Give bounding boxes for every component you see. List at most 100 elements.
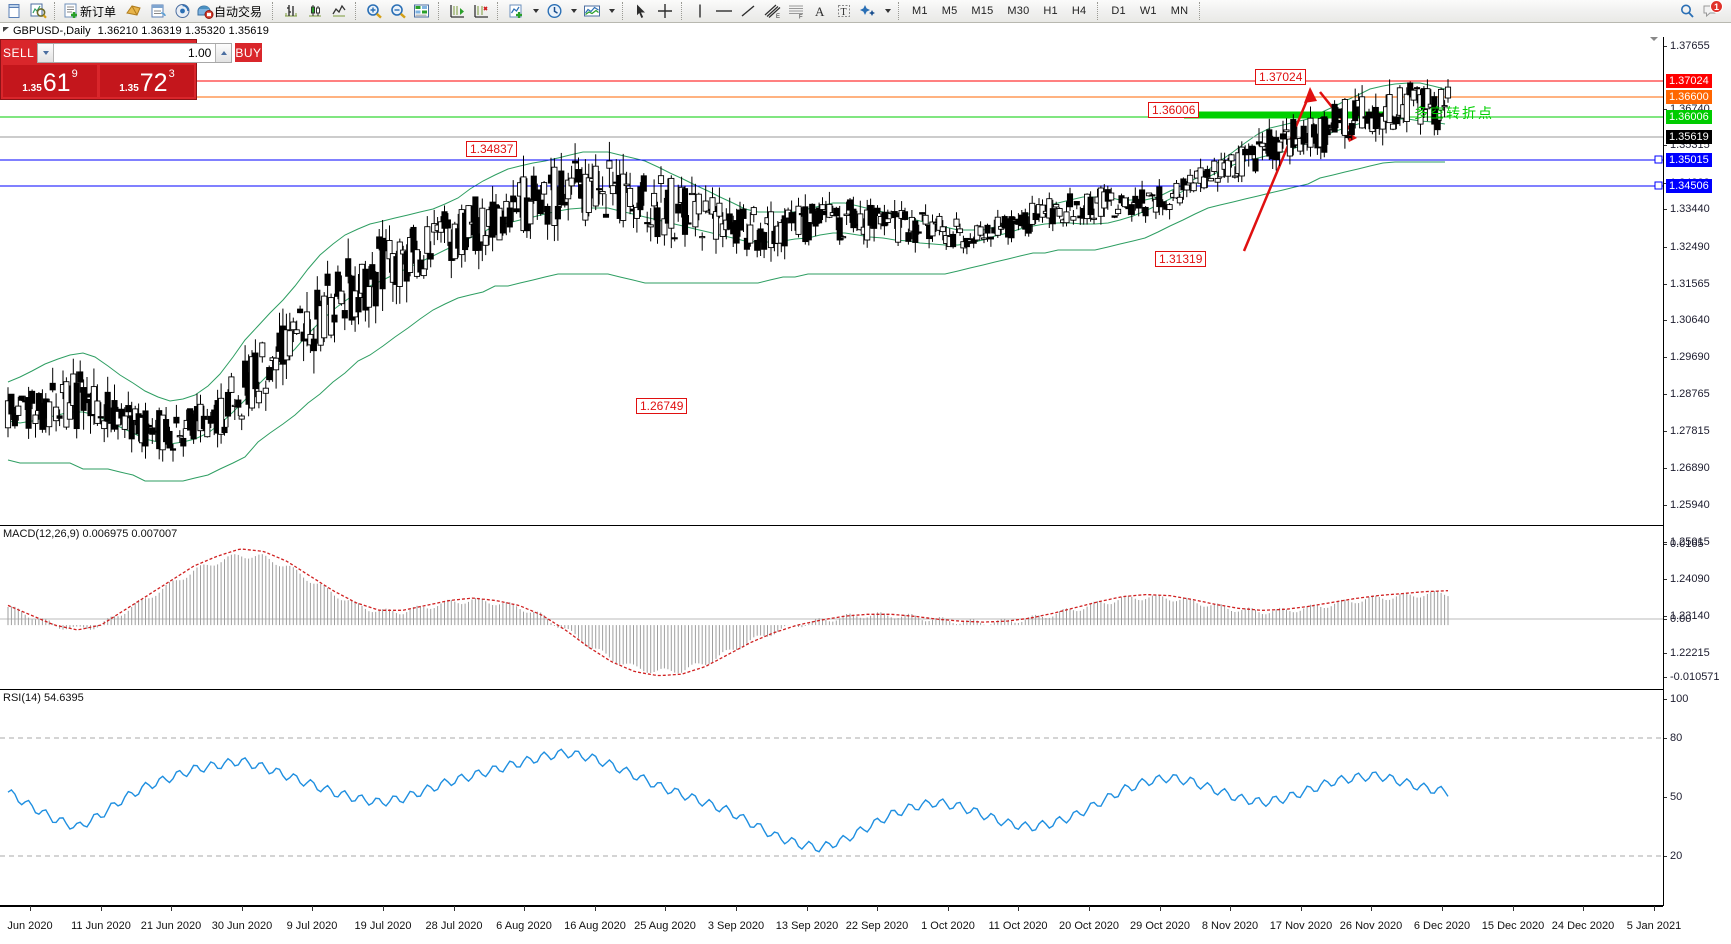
price-axis-tick [1664, 109, 1667, 110]
timeframe-d1[interactable]: D1 [1111, 5, 1126, 17]
price-axis-chip[interactable]: 1.35619 [1666, 130, 1712, 144]
trendline-icon[interactable] [737, 1, 759, 21]
time-axis-label: 16 Aug 2020 [564, 920, 626, 932]
data-window-icon[interactable] [147, 1, 169, 21]
price-axis-chip[interactable]: 1.37024 [1666, 74, 1712, 88]
price-axis-chip[interactable]: 1.36600 [1666, 90, 1712, 104]
timeframe-mn[interactable]: MN [1170, 5, 1189, 17]
autotrading-button[interactable]: 自动交易 [195, 1, 267, 21]
chart-container: 1.37024 1.36006 1.34837 1.31319 1.26749 … [0, 37, 1731, 944]
ask-price[interactable]: 1.35 72 3 [100, 65, 194, 97]
vertical-line-icon[interactable] [689, 1, 711, 21]
bid-price-point: 9 [71, 68, 78, 80]
price-axis-tick [1664, 653, 1667, 654]
price-axis-chip[interactable]: 1.34506 [1666, 179, 1712, 193]
price-axis-label: 1.25940 [1670, 499, 1710, 511]
market-watch-icon[interactable] [27, 1, 49, 21]
volume-decrement-button[interactable] [38, 43, 55, 62]
bid-price[interactable]: 1.35 61 9 [3, 65, 97, 97]
time-axis-label: 11 Oct 2020 [988, 920, 1048, 932]
price-axis-tick [1664, 145, 1667, 146]
notifications-icon[interactable]: 1 [1700, 0, 1723, 21]
chart-shift-icon[interactable] [470, 1, 492, 21]
zoom-out-icon[interactable] [387, 1, 409, 21]
new-order-button[interactable]: 新订单 [62, 1, 121, 21]
templates-dropdown-icon[interactable] [605, 1, 617, 21]
periods-icon[interactable] [543, 1, 565, 21]
time-axis-label: 15 Dec 2020 [1481, 920, 1545, 932]
templates-icon[interactable] [581, 1, 603, 21]
toolbar-separator [54, 2, 57, 20]
price-axis-label: 1.32490 [1670, 241, 1710, 253]
annotation-label-136006[interactable]: 1.36006 [1148, 102, 1200, 118]
annotation-label-131319[interactable]: 1.31319 [1155, 251, 1207, 267]
horizontal-line-icon[interactable] [713, 1, 735, 21]
bid-price-main: 61 [42, 69, 71, 97]
one-click-trading-panel[interactable]: SELL BUY 1.35 61 9 1.35 72 3 [0, 39, 262, 100]
autotrading-label: 自动交易 [214, 4, 263, 19]
indicators-dropdown-icon[interactable] [529, 1, 541, 21]
cursor-icon[interactable] [630, 1, 652, 21]
chart-grid-icon[interactable] [411, 1, 433, 21]
chart-scroll-indicator[interactable] [1649, 37, 1659, 41]
price-axis-label: 1.28765 [1670, 388, 1710, 400]
new-chart-icon[interactable] [3, 1, 25, 21]
time-axis[interactable]: Jun 2020 11 Jun 2020 21 Jun 2020 30 Jun 202… [0, 906, 1731, 944]
equidistant-channel-icon[interactable]: E [761, 1, 783, 21]
volume-input[interactable] [54, 43, 216, 62]
price-axis[interactable]: 1.376551.367401.353151.343831.334401.324… [1663, 37, 1731, 906]
expert-advisor-icon[interactable] [123, 1, 145, 21]
time-axis-tick [242, 906, 243, 911]
sell-button[interactable]: SELL [3, 43, 35, 62]
indicators-icon[interactable] [505, 1, 527, 21]
price-axis-label: 1.37655 [1670, 40, 1710, 52]
price-axis-chip[interactable]: 1.36006 [1666, 110, 1712, 124]
timeframe-h1[interactable]: H1 [1043, 5, 1058, 17]
bollinger-upper-band [7, 82, 1446, 402]
auto-scroll-icon[interactable] [446, 1, 468, 21]
volume-stepper[interactable] [37, 42, 233, 63]
periods-dropdown-icon[interactable] [567, 1, 579, 21]
price-axis-label: 1.30640 [1670, 314, 1710, 326]
timeframe-h4[interactable]: H4 [1071, 5, 1087, 17]
timeframe-m30[interactable]: M30 [1007, 5, 1030, 17]
search-icon[interactable] [1676, 1, 1698, 21]
annotation-label-126749[interactable]: 1.26749 [636, 398, 688, 414]
timeframe-m15[interactable]: M15 [971, 5, 994, 17]
toolbar-separator-6 [622, 2, 625, 20]
timeframe-w1[interactable]: W1 [1139, 5, 1157, 17]
shapes-dropdown-icon[interactable] [881, 1, 893, 21]
chinese-annotation-text[interactable]: 多空转折点 [1414, 106, 1494, 122]
annotation-label-134837[interactable]: 1.34837 [466, 141, 518, 157]
candlestick-chart-icon[interactable] [304, 1, 326, 21]
price-axis-chip[interactable]: 1.35015 [1666, 153, 1712, 167]
time-axis-label: Jun 2020 [7, 920, 53, 932]
buy-button[interactable]: BUY [235, 43, 262, 62]
time-axis-label: 28 Jul 2020 [425, 920, 483, 932]
macd-axis-label: 0.00 [1670, 613, 1692, 625]
macd-histogram [7, 554, 1449, 674]
timeframe-m1[interactable]: M1 [912, 5, 928, 17]
text-label-icon[interactable]: T [833, 1, 855, 21]
volume-increment-button[interactable] [215, 43, 232, 62]
bar-chart-icon[interactable] [280, 1, 302, 21]
crosshair-icon[interactable] [654, 1, 676, 21]
timeframe-m5[interactable]: M5 [941, 5, 958, 17]
toolbar-separator-7 [681, 2, 684, 20]
rsi-pane[interactable]: RSI(14) 54.6395 [0, 691, 1663, 906]
toolbar-separator-2 [272, 2, 275, 20]
text-icon[interactable]: A [809, 1, 831, 21]
fibonacci-icon[interactable]: F [785, 1, 807, 21]
line-chart-icon[interactable] [328, 1, 350, 21]
price-chart-pane[interactable]: 1.37024 1.36006 1.34837 1.31319 1.26749 … [0, 37, 1663, 526]
zoom-in-icon[interactable] [363, 1, 385, 21]
price-axis-tick [1664, 284, 1667, 285]
price-axis-tick [1664, 542, 1667, 543]
annotation-label-137024[interactable]: 1.37024 [1255, 69, 1307, 85]
time-axis-label: 6 Aug 2020 [496, 920, 552, 932]
navigator-icon[interactable] [171, 1, 193, 21]
time-axis-tick [171, 906, 172, 911]
shapes-icon[interactable] [857, 1, 879, 21]
macd-title: MACD(12,26,9) 0.006975 0.007007 [3, 528, 178, 540]
macd-pane[interactable]: MACD(12,26,9) 0.006975 0.007007 [0, 527, 1663, 690]
